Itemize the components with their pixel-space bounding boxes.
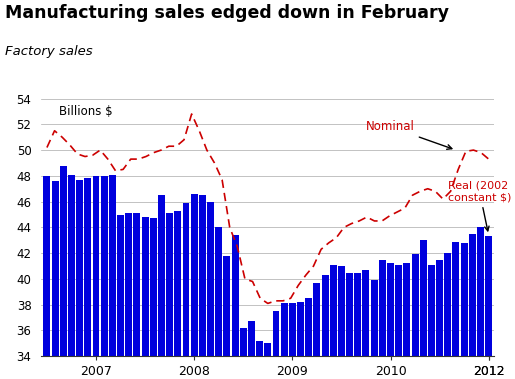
- Bar: [387, 263, 394, 356]
- Bar: [436, 260, 443, 356]
- Text: Real (2002
constant $): Real (2002 constant $): [448, 180, 511, 231]
- Bar: [264, 343, 271, 356]
- Bar: [84, 179, 91, 356]
- Bar: [60, 166, 67, 356]
- Bar: [403, 263, 410, 356]
- Bar: [240, 328, 247, 356]
- Bar: [485, 236, 492, 356]
- Bar: [68, 175, 75, 356]
- Bar: [93, 176, 99, 356]
- Bar: [469, 234, 476, 356]
- Bar: [346, 273, 353, 356]
- Bar: [363, 270, 369, 356]
- Bar: [52, 181, 59, 356]
- Bar: [117, 215, 124, 356]
- Text: Billions $: Billions $: [59, 105, 113, 118]
- Bar: [76, 180, 83, 356]
- Bar: [125, 213, 132, 356]
- Bar: [420, 240, 427, 356]
- Bar: [371, 280, 377, 356]
- Bar: [354, 273, 361, 356]
- Bar: [232, 235, 238, 356]
- Bar: [272, 311, 280, 356]
- Text: Manufacturing sales edged down in February: Manufacturing sales edged down in Februa…: [5, 4, 449, 22]
- Bar: [460, 243, 468, 356]
- Bar: [182, 203, 190, 356]
- Bar: [224, 256, 230, 356]
- Bar: [338, 266, 345, 356]
- Bar: [199, 195, 206, 356]
- Bar: [330, 265, 337, 356]
- Bar: [305, 298, 312, 356]
- Bar: [453, 241, 459, 356]
- Bar: [215, 227, 222, 356]
- Bar: [150, 218, 157, 356]
- Bar: [256, 341, 263, 356]
- Bar: [321, 275, 329, 356]
- Bar: [207, 202, 214, 356]
- Bar: [101, 176, 108, 356]
- Bar: [43, 176, 50, 356]
- Bar: [297, 302, 304, 356]
- Text: Nominal: Nominal: [366, 121, 452, 149]
- Bar: [314, 283, 320, 356]
- Bar: [281, 304, 288, 356]
- Bar: [166, 213, 173, 356]
- Bar: [133, 213, 141, 356]
- Bar: [289, 304, 296, 356]
- Bar: [248, 321, 255, 356]
- Bar: [395, 265, 402, 356]
- Bar: [191, 194, 198, 356]
- Bar: [477, 227, 484, 356]
- Bar: [411, 254, 419, 356]
- Bar: [444, 253, 451, 356]
- Bar: [109, 175, 116, 356]
- Bar: [428, 265, 435, 356]
- Bar: [142, 217, 148, 356]
- Bar: [158, 195, 165, 356]
- Bar: [379, 260, 386, 356]
- Bar: [175, 211, 181, 356]
- Text: Factory sales: Factory sales: [5, 45, 93, 58]
